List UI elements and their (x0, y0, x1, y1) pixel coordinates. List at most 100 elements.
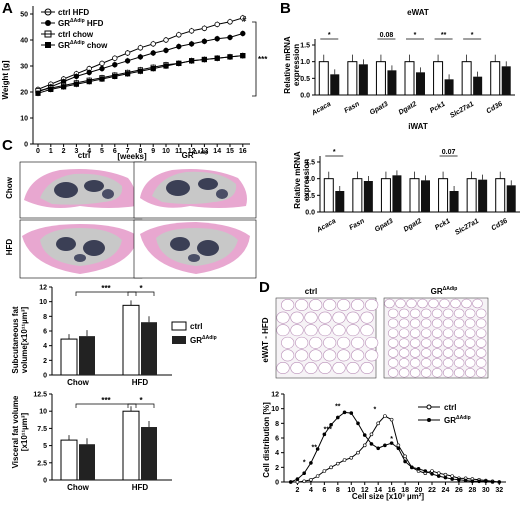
weight-point (137, 45, 144, 51)
vis-group-hfd: HFD (132, 483, 149, 492)
d-point (450, 474, 454, 478)
b-bar-gr (392, 175, 402, 212)
d-point (295, 477, 300, 481)
sig-a: *** (258, 55, 268, 64)
adipocyte (431, 358, 443, 368)
d-point (329, 422, 333, 427)
panel-letter-c: C (2, 137, 13, 154)
b-bar-ctrl (495, 178, 506, 213)
adipocyte (387, 368, 399, 378)
weight-point (99, 65, 105, 72)
weight-ytick-label: 30 (20, 64, 28, 71)
vis-ylabel-1: Visceral fat volume (11, 395, 20, 468)
adipocyte (290, 362, 304, 374)
weeks-xlabel: [weeks] (117, 152, 147, 161)
d-point (356, 450, 360, 455)
weeks-xtick-label: 12 (188, 148, 196, 155)
c-legend-gr: GRΔAdip (190, 335, 217, 345)
b-ytick-label: 1.5 (300, 43, 310, 50)
adipocyte (281, 349, 295, 362)
b-gene-label: Pck1 (434, 218, 452, 232)
b-ytick-label: 1.0 (305, 176, 315, 183)
legend-gr-hfd: GRΔAdip HFD (58, 18, 104, 28)
b-bar-gr (335, 191, 345, 212)
d-point (322, 469, 327, 473)
adipocyte (409, 348, 421, 358)
b-gene-label: Acaca (310, 101, 332, 118)
legend-gr-chow-sup: ΔAdip (70, 40, 85, 46)
adipocyte (309, 349, 323, 362)
d-img-gr-title: GRΔAdip (431, 286, 458, 296)
c-ytick-label: 10 (39, 409, 47, 416)
d-legend: ctrl GRΔAdip (418, 403, 471, 425)
weeks-xtick-label: 0 (36, 148, 40, 155)
adipocyte (295, 336, 309, 349)
d-point (376, 446, 380, 451)
weeks-xtick-label: 6 (113, 148, 117, 155)
d-point (436, 474, 441, 478)
weight-series (35, 14, 246, 97)
b-sig-label: * (414, 32, 417, 39)
weight-point (86, 79, 92, 85)
adipocyte (453, 318, 465, 329)
d-point (477, 479, 481, 484)
weight-point (227, 34, 233, 41)
d-point (416, 466, 421, 471)
weight-point (48, 86, 54, 92)
adipocyte (475, 358, 487, 368)
b-bar-ctrl (433, 61, 444, 96)
weight-legend: ctrl HFD GRΔAdip HFD ctrl chow GRΔAdip c… (41, 8, 108, 50)
histology-ctrl (275, 297, 379, 379)
adipocyte (475, 338, 487, 348)
weeks-xtick-label: 11 (175, 148, 183, 155)
d-point (410, 465, 414, 470)
b-bar-gr (449, 191, 459, 212)
d-point (403, 454, 407, 459)
d-point (497, 480, 502, 484)
subcutaneous-chart: 0 2 4 6 8 10 12 (39, 285, 172, 380)
d-point (362, 433, 367, 437)
d-ytick-label: 10 (271, 406, 279, 413)
vis-group-chow: Chow (67, 483, 90, 492)
d-ytick-label: 4 (275, 450, 279, 457)
adipocyte (365, 299, 379, 311)
b-bottom-ylabel-2: expression (302, 159, 311, 201)
weeks-xtick-label: 4 (87, 148, 91, 155)
b-bar-gr (473, 76, 483, 95)
weeks-xtick-label: 8 (138, 148, 142, 155)
visceral-chart: 0 2.5 5 7.5 10 12.5 (33, 392, 172, 485)
adipocyte (420, 348, 432, 358)
b-bar-ctrl (318, 61, 329, 96)
adipocyte (431, 348, 443, 358)
adipocyte (281, 299, 295, 311)
c-ytick-label: 12.5 (33, 392, 47, 399)
adipocyte (365, 349, 379, 362)
d-point (369, 432, 374, 437)
d-legend-ctrl-marker (426, 404, 432, 410)
adipocyte (420, 318, 432, 329)
c-col-gr-label: GR (182, 151, 194, 160)
adipocyte (475, 368, 487, 378)
d-ytick-label: 2 (275, 465, 279, 472)
weeks-xtick-label: 10 (162, 148, 170, 155)
adipocyte (398, 348, 410, 358)
d-xtick-label: 28 (468, 487, 476, 494)
adipocyte (387, 308, 399, 319)
weight-point (99, 60, 105, 67)
weeks-xtick-label: 2 (62, 148, 66, 155)
weeks-xtick-label: 5 (100, 148, 104, 155)
b-bar-gr (387, 70, 397, 95)
d-xtick-label: 8 (336, 487, 340, 494)
weight-point (240, 15, 246, 21)
b-bar-ctrl (404, 61, 415, 96)
b-sig-label: * (471, 32, 474, 39)
adipocyte (442, 358, 454, 368)
adipocyte (304, 324, 318, 337)
d-point (396, 443, 401, 448)
d-sig-star: * (303, 459, 306, 466)
adipocyte (431, 318, 443, 329)
c-ytick-label: 12 (39, 285, 47, 292)
b-top-title: eWAT (407, 8, 429, 17)
d-point (369, 442, 374, 446)
adipocyte (387, 318, 399, 329)
